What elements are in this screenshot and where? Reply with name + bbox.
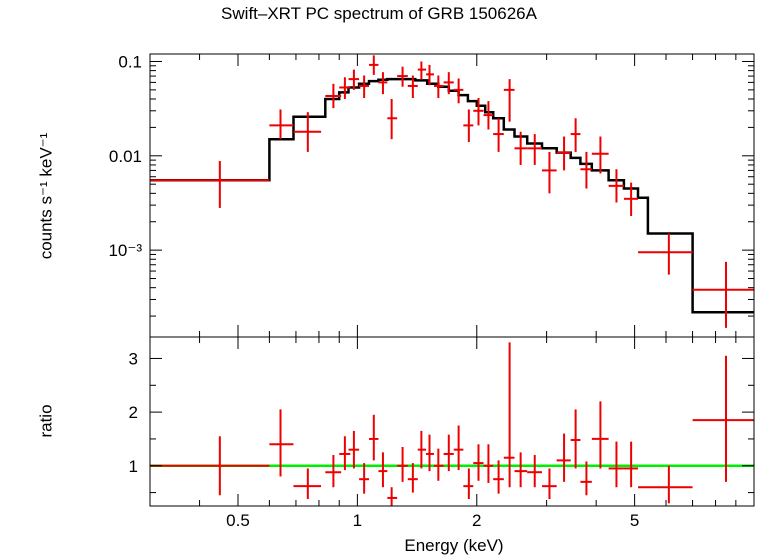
x-tick-label-2: 2	[472, 511, 481, 530]
spectrum-y-tick-label: 0.01	[109, 147, 142, 166]
x-axis-label: Energy (keV)	[404, 536, 503, 555]
ratio-panel-frame	[149, 336, 755, 507]
spectrum-y-tick-label: 10⁻³	[108, 241, 142, 260]
x-tick-label-1: 1	[353, 511, 362, 530]
ratio-y-tick-label: 1	[129, 457, 138, 476]
x-tick-label-5: 5	[630, 511, 639, 530]
ratio-y-tick-label: 3	[129, 349, 138, 368]
spectrum-panel-frame	[149, 53, 755, 338]
ratio-y-tick-label: 2	[129, 403, 138, 422]
chart-title: Swift–XRT PC spectrum of GRB 150626A	[221, 4, 537, 23]
x-tick-label-0.5: 0.5	[226, 511, 250, 530]
spectrum-y-tick-label: 0.1	[118, 52, 142, 71]
model-step-line	[150, 77, 754, 314]
